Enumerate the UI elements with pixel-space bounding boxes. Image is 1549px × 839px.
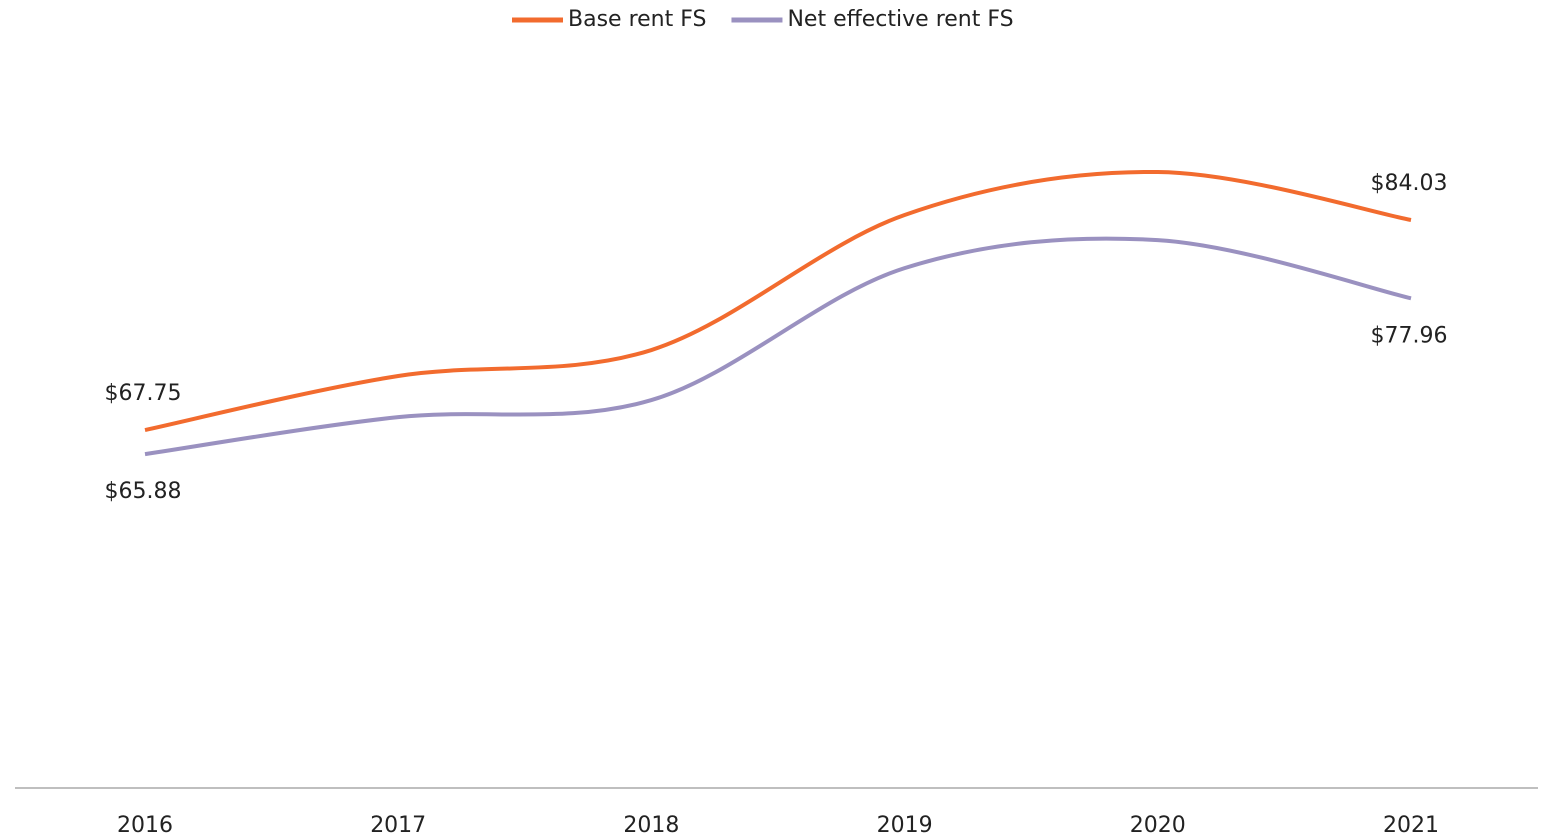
- legend-label: Net effective rent FS: [787, 7, 1013, 32]
- data-label: $67.75: [105, 381, 182, 406]
- legend-label: Base rent FS: [568, 7, 706, 32]
- data-label: $65.88: [105, 479, 182, 504]
- data-label: $77.96: [1371, 323, 1448, 348]
- legend: Base rent FS Net effective rent FS: [512, 7, 1014, 32]
- x-tick-label: 2021: [1383, 813, 1439, 838]
- x-tick-label: 2017: [370, 813, 426, 838]
- x-tick-label: 2020: [1130, 813, 1186, 838]
- x-tick-label: 2016: [117, 813, 173, 838]
- data-label: $84.03: [1371, 171, 1448, 196]
- series-line: [144, 170, 1412, 432]
- series-line: [144, 236, 1412, 457]
- x-tick-label: 2019: [877, 813, 933, 838]
- x-tick-label: 2018: [623, 813, 679, 838]
